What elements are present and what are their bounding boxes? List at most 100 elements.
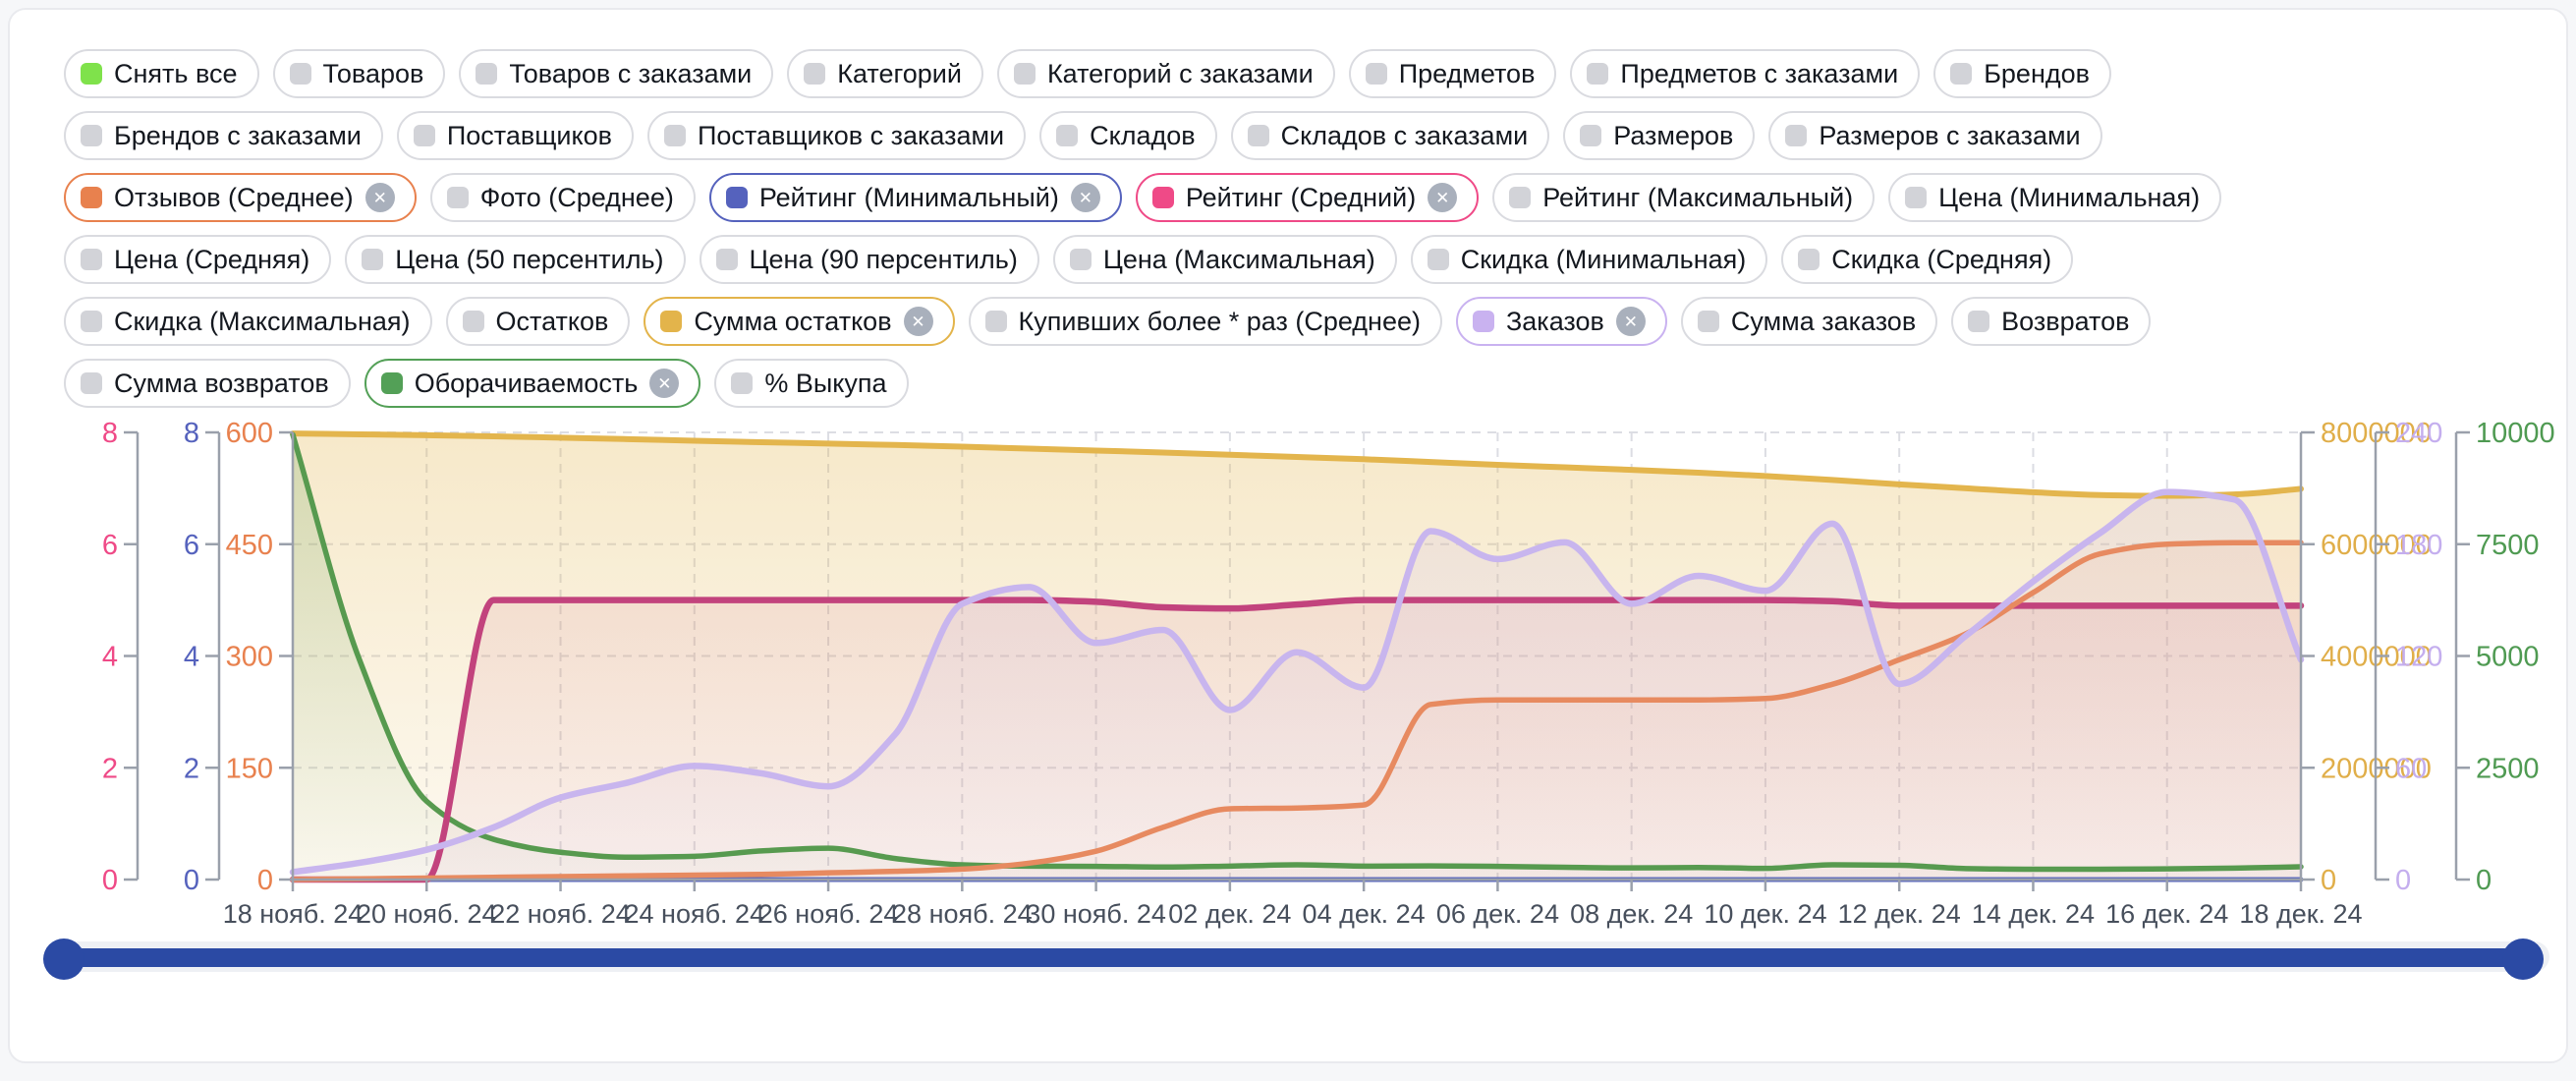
chip-label: Цена (Минимальная) (1938, 182, 2201, 212)
chip-checkbox-swatch (81, 125, 102, 146)
metric-chip[interactable]: Возвратов (1951, 297, 2152, 346)
metric-chip[interactable]: Цена (Минимальная) (1888, 173, 2222, 222)
series-line-turnover (290, 431, 2304, 873)
slider-selected-range[interactable] (64, 948, 2523, 967)
chip-label: Скидка (Средняя) (1831, 244, 2052, 274)
metric-chip[interactable]: Размеров с заказами (1768, 111, 2102, 160)
series-line-stock_sum (290, 430, 2304, 499)
axis-stock_sum_axis: 0 2000000 4000000 6000000 8000000 (2299, 418, 2432, 896)
x-axis-label: 30 нояб. 24 (1026, 899, 1166, 929)
axis-tick-label: 6 (102, 530, 118, 561)
chip-row: Отзывов (Среднее) ✕ Фото (Среднее) Рейтинг … (64, 173, 2540, 222)
dashboard-card: Снять все Товаров Товаров с заказами Катего… (8, 8, 2568, 1063)
slider-handle-start[interactable] (43, 939, 84, 980)
chip-label: Скидка (Минимальная) (1460, 244, 1747, 274)
chip-row: Снять все Товаров Товаров с заказами Катего… (64, 49, 2540, 98)
metric-chip[interactable]: Снять все (64, 49, 259, 98)
chip-label: Категорий с заказами (1046, 58, 1314, 88)
metric-chip[interactable]: Складов (1039, 111, 1217, 160)
slider-handle-end[interactable] (2502, 939, 2544, 980)
chip-label: Брендов с заказами (114, 120, 362, 150)
metric-chip[interactable]: Категорий с заказами (996, 49, 1335, 98)
metric-chip[interactable]: Товаров с заказами (459, 49, 774, 98)
chip-label: Возвратов (2001, 306, 2130, 336)
x-axis-label: 26 нояб. 24 (758, 899, 899, 929)
x-axis-label: 06 дек. 24 (1436, 899, 1559, 929)
metric-chip[interactable]: Цена (90 персентиль) (699, 235, 1039, 284)
axis-tick-label: 4 (102, 642, 118, 673)
metric-chip[interactable]: Поставщиков (396, 111, 634, 160)
axis-tick-label: 6 (184, 530, 199, 561)
metric-chip[interactable]: Отзывов (Среднее) ✕ (64, 173, 417, 222)
chip-close-icon[interactable]: ✕ (364, 183, 395, 212)
metric-chip[interactable]: Брендов (1933, 49, 2111, 98)
metric-chip[interactable]: Категорий (787, 49, 983, 98)
axis-tick-label: 0 (184, 865, 199, 896)
x-axis-label: 08 дек. 24 (1570, 899, 1693, 929)
series-line-orders (289, 488, 2305, 876)
chip-close-icon[interactable]: ✕ (1070, 183, 1100, 212)
metric-chip[interactable]: Предметов (1348, 49, 1557, 98)
metric-chip[interactable]: Оборачиваемость ✕ (364, 359, 701, 408)
chip-label: Рейтинг (Средний) (1185, 182, 1417, 212)
metric-chip[interactable]: Заказов ✕ (1455, 297, 1667, 346)
chip-row: Цена (Средняя) Цена (50 персентиль) Цена (… (64, 235, 2540, 284)
chip-checkbox-swatch (413, 125, 435, 146)
metric-chip[interactable]: Цена (50 персентиль) (345, 235, 686, 284)
axis-tick-label: 240 (2395, 418, 2442, 449)
chip-label: Складов (1090, 120, 1196, 150)
metric-chip[interactable]: Товаров (272, 49, 446, 98)
chip-label: Скидка (Максимальная) (114, 306, 411, 336)
metric-chip[interactable]: Поставщиков с заказами (646, 111, 1027, 160)
metric-chip[interactable]: % Выкупа (714, 359, 909, 408)
chip-checkbox-swatch (1950, 63, 1973, 85)
chip-checkbox-swatch (446, 187, 469, 208)
chip-row: Сумма возвратов Оборачиваемость ✕ % Выкупа (64, 359, 2540, 408)
chip-checkbox-swatch (1509, 187, 1532, 208)
metric-chip[interactable]: Складов с заказами (1230, 111, 1550, 160)
chip-checkbox-swatch (1472, 311, 1494, 332)
chip-checkbox-swatch (362, 249, 384, 270)
metric-chip[interactable]: Цена (Максимальная) (1052, 235, 1397, 284)
metric-chip[interactable]: Сумма остатков ✕ (644, 297, 955, 346)
chip-checkbox-swatch (725, 187, 748, 208)
axis-tick-label: 0 (2395, 865, 2411, 896)
x-axis-label: 02 дек. 24 (1168, 899, 1291, 929)
metric-chip[interactable]: Размеров (1563, 111, 1756, 160)
metric-chip[interactable]: Рейтинг (Минимальный) ✕ (708, 173, 1122, 222)
metric-chip[interactable]: Цена (Средняя) (64, 235, 332, 284)
chip-close-icon[interactable]: ✕ (1615, 307, 1646, 336)
chip-close-icon[interactable]: ✕ (649, 369, 680, 398)
chip-checkbox-swatch (1580, 125, 1602, 146)
chip-checkbox-swatch (1427, 249, 1449, 270)
metric-chip[interactable]: Рейтинг (Максимальный) (1492, 173, 1876, 222)
metric-chip[interactable]: Купивших более * раз (Среднее) (968, 297, 1442, 346)
metric-chip[interactable]: Предметов с заказами (1570, 49, 1921, 98)
chip-label: Брендов (1984, 58, 2090, 88)
chip-label: Отзывов (Среднее) (114, 182, 354, 212)
chip-checkbox-swatch (1905, 187, 1928, 208)
axis-tick-label: 150 (226, 753, 273, 784)
gridlines (293, 431, 2301, 880)
metric-chip[interactable]: Рейтинг (Средний) ✕ (1135, 173, 1480, 222)
metric-chip[interactable]: Сумма возвратов (64, 359, 351, 408)
axis-tick-label: 2000000 (2321, 753, 2432, 784)
chip-close-icon[interactable]: ✕ (903, 307, 933, 336)
chip-close-icon[interactable]: ✕ (1428, 183, 1458, 212)
metric-chip[interactable]: Скидка (Максимальная) (64, 297, 432, 346)
metric-chip[interactable]: Сумма заказов (1680, 297, 1938, 346)
metric-chip-list: Снять все Товаров Товаров с заказами Катего… (64, 49, 2540, 408)
chip-checkbox-swatch (715, 249, 738, 270)
metric-chip[interactable]: Скидка (Минимальная) (1410, 235, 1768, 284)
chip-checkbox-swatch (1151, 187, 1174, 208)
metric-chip[interactable]: Скидка (Средняя) (1781, 235, 2074, 284)
series-area-orders (293, 491, 2301, 880)
chip-row: Брендов с заказами Поставщиков Поставщиков… (64, 111, 2540, 160)
axis-tick-label: 8 (184, 418, 199, 449)
axis-tick-label: 60 (2395, 753, 2427, 784)
chip-label: Цена (90 персентиль) (749, 244, 1018, 274)
chip-label: Фото (Среднее) (479, 182, 674, 212)
metric-chip[interactable]: Брендов с заказами (64, 111, 383, 160)
metric-chip[interactable]: Фото (Среднее) (429, 173, 696, 222)
metric-chip[interactable]: Остатков (445, 297, 631, 346)
